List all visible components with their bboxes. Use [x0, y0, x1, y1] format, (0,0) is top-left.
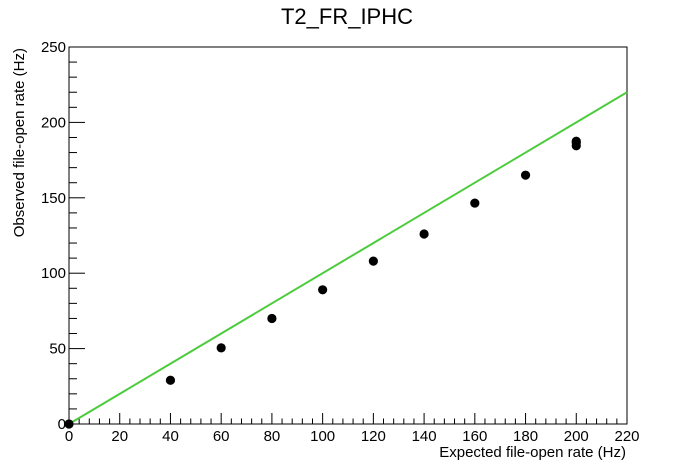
data-point [216, 343, 226, 353]
data-point [419, 229, 429, 239]
x-axis: 0 20 40 60 80 100 120 140 160 180 200 220 [65, 413, 640, 445]
y-tick-label: 200 [41, 114, 66, 131]
x-tick-label: 60 [213, 428, 230, 445]
x-tick-label: 220 [614, 428, 639, 445]
reference-line [68, 91, 628, 425]
series-layer [64, 91, 628, 429]
x-axis-label: Expected file-open rate (Hz) [439, 444, 626, 461]
x-tick-label: 160 [462, 428, 487, 445]
data-point [318, 285, 328, 295]
data-point [470, 198, 480, 208]
x-tick-label: 200 [564, 428, 589, 445]
y-axis-label: Observed file-open rate (Hz) [11, 48, 28, 237]
x-tick-label: 140 [412, 428, 437, 445]
y-axis: 0 50 100 150 200 250 [41, 39, 85, 433]
y-tick-label: 50 [49, 341, 66, 358]
y-tick-label: 150 [41, 190, 66, 207]
x-tick-label: 0 [65, 428, 73, 445]
x-tick-label: 100 [310, 428, 335, 445]
y-tick-label: 0 [58, 416, 66, 433]
x-tick-label: 180 [513, 428, 538, 445]
data-point [64, 419, 74, 429]
data-point [165, 375, 176, 385]
x-tick-label: 80 [264, 428, 281, 445]
y-tick-label: 250 [41, 39, 66, 56]
y-tick-label: 100 [41, 265, 66, 282]
data-point [520, 170, 531, 180]
chart-title: T2_FR_IPHC [281, 4, 413, 29]
plot-frame [68, 46, 628, 425]
x-tick-label: 120 [361, 428, 386, 445]
x-tick-label: 20 [111, 428, 128, 445]
data-point [267, 313, 277, 324]
x-tick-label: 40 [162, 428, 179, 445]
data-point [368, 256, 378, 266]
data-point [571, 136, 581, 146]
plot-area [68, 46, 628, 425]
